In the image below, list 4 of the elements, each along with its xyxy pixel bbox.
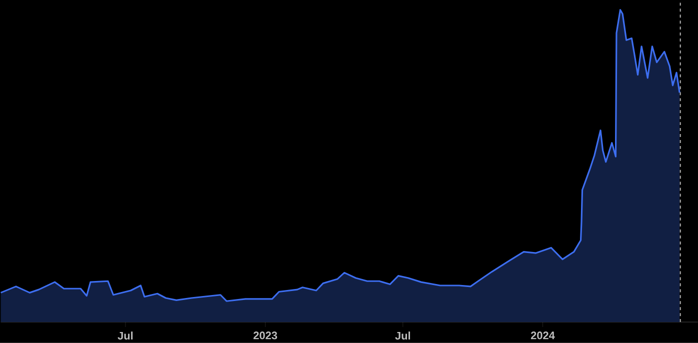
x-tick-label: Jul — [395, 332, 410, 340]
x-tick-label: 2023 — [254, 332, 278, 340]
x-tick-label: 2024 — [530, 332, 555, 340]
x-tick-label: Jul — [118, 332, 133, 340]
